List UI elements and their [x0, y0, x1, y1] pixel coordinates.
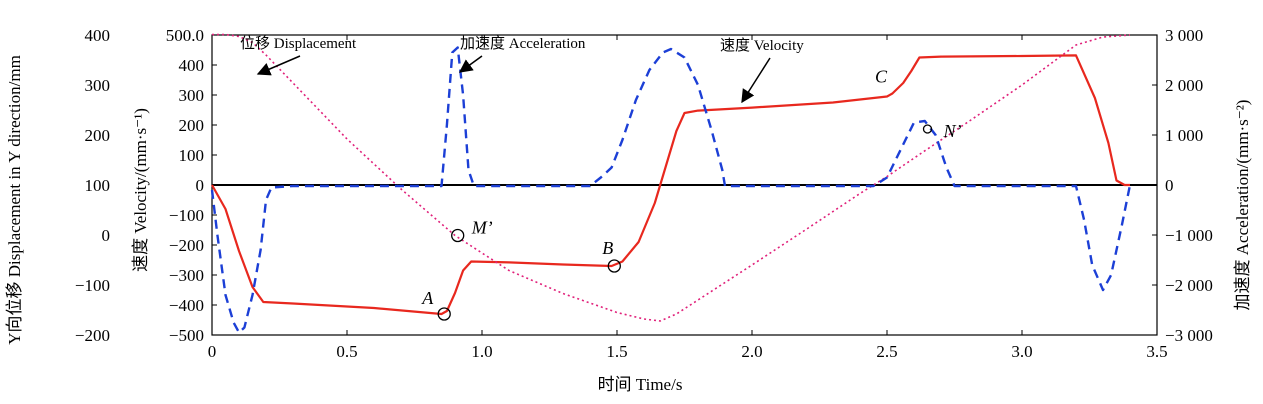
x-tick-label: 3.5 [1146, 342, 1167, 361]
point-marker-circle [451, 228, 465, 243]
acceleration-tick-label: 1 000 [1165, 126, 1203, 145]
velocity-tick-label: 400 [179, 56, 205, 75]
velocity-tick-label: 500.0 [166, 26, 204, 45]
velocity-tick-label: 300 [179, 86, 205, 105]
acceleration-annotation-arrow [458, 55, 483, 73]
acceleration-tick-label: 0 [1165, 176, 1174, 195]
velocity-tick-label: −300 [169, 266, 204, 285]
point-label: A [421, 288, 434, 308]
acceleration-tick-label: −1 000 [1165, 226, 1213, 245]
displacement-axis-ticks: 400 300 200 100 0 −100 −200 [75, 26, 110, 345]
velocity-tick-label: 200 [179, 116, 205, 135]
point-label: B [602, 238, 613, 258]
point-label: C [875, 67, 888, 87]
point-marker-circle [922, 124, 933, 134]
acceleration-series-line [210, 46, 1132, 334]
velocity-axis-ticks: 500.0 400 300 200 100 0 −100 −200 −300 −400 −500 [166, 26, 217, 345]
velocity-annotation-label: 速度 Velocity [720, 37, 804, 54]
x-axis-ticks: 0 0.5 1.0 1.5 2.0 2.5 3.0 3.5 [208, 35, 1168, 361]
acceleration-tick-label: 3 000 [1165, 26, 1203, 45]
displacement-annotation-arrow [256, 55, 301, 76]
displacement-tick-label: 400 [85, 26, 111, 45]
velocity-tick-label: 0 [196, 176, 205, 195]
acceleration-axis-ticks: 3 000 2 000 1 000 0 −1 000 −2 000 −3 000 [1152, 26, 1213, 345]
displacement-tick-label: −200 [75, 326, 110, 345]
velocity-tick-label: −400 [169, 296, 204, 315]
velocity-tick-label: −200 [169, 236, 204, 255]
x-tick-label: 1.5 [606, 342, 627, 361]
velocity-annotation-arrow [741, 57, 771, 104]
displacement-tick-label: 200 [85, 126, 111, 145]
acceleration-axis-label: 加速度 Acceleration/(mm·s⁻²) [1233, 100, 1252, 311]
series-layer [210, 33, 1132, 334]
annotations: 位移 Displacement 加速度 Acceleration 速度 Veloci… [240, 35, 804, 104]
point-marker-circle [607, 259, 621, 273]
acceleration-annotation-label: 加速度 Acceleration [460, 35, 586, 52]
velocity-tick-label: −500 [169, 326, 204, 345]
displacement-series-line [212, 33, 1131, 322]
x-tick-label: 0.5 [336, 342, 357, 361]
x-tick-label: 2.0 [741, 342, 762, 361]
displacement-tick-label: 300 [85, 76, 111, 95]
velocity-tick-label: −100 [169, 206, 204, 225]
velocity-tick-label: 100 [179, 146, 205, 165]
x-tick-label: 2.5 [876, 342, 897, 361]
velocity-series-line [211, 54, 1130, 316]
point-marker-circle [437, 307, 451, 321]
displacement-tick-label: −100 [75, 276, 110, 295]
point-markers: A B C M’ N’ [421, 67, 962, 321]
x-axis-label: 时间 Time/s [598, 375, 683, 394]
displacement-tick-label: 100 [85, 176, 111, 195]
displacement-axis-label: Y向位移 Displacement in Y direction/mm [5, 55, 24, 345]
x-tick-label: 1.0 [471, 342, 492, 361]
velocity-axis-label: 速度 Velocity/(mm·s⁻¹) [131, 108, 150, 272]
acceleration-tick-label: 2 000 [1165, 76, 1203, 95]
acceleration-tick-label: −2 000 [1165, 276, 1213, 295]
x-tick-label: 3.0 [1011, 342, 1032, 361]
displacement-annotation-label: 位移 Displacement [240, 35, 357, 52]
displacement-tick-label: 0 [102, 226, 111, 245]
acceleration-tick-label: −3 000 [1165, 326, 1213, 345]
point-label: N’ [943, 121, 962, 141]
point-label: M’ [471, 218, 493, 238]
x-tick-label: 0 [208, 342, 217, 361]
